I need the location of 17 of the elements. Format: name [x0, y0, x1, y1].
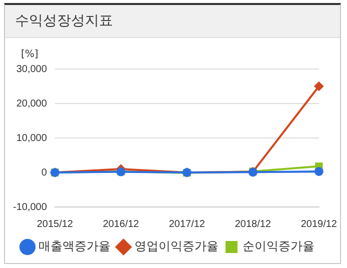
chart-title: 수익성장성지표 — [5, 5, 340, 38]
legend-label: 영업이익증가율 — [134, 239, 218, 254]
y-tick-label: 30,000 — [16, 64, 48, 75]
y-tick-label: 20,000 — [16, 98, 48, 110]
y-tick-label: 10,000 — [16, 132, 48, 144]
point — [314, 82, 324, 91]
y-tick-label: -10,000 — [12, 202, 48, 213]
y-tick-label: 0 — [41, 167, 48, 178]
legend-label: 순이익증가율 — [242, 239, 314, 254]
legend-label: 매출액증가율 — [38, 239, 110, 254]
x-tick-label: 2016/12 — [102, 218, 140, 230]
y-axis-title: [%] — [21, 49, 38, 60]
point — [314, 166, 324, 176]
x-tick-label: 2015/12 — [36, 218, 74, 230]
x-tick-label: 2017/12 — [168, 218, 206, 230]
x-tick-label: 2019/12 — [300, 218, 338, 230]
x-tick-label: 2018/12 — [234, 218, 272, 230]
